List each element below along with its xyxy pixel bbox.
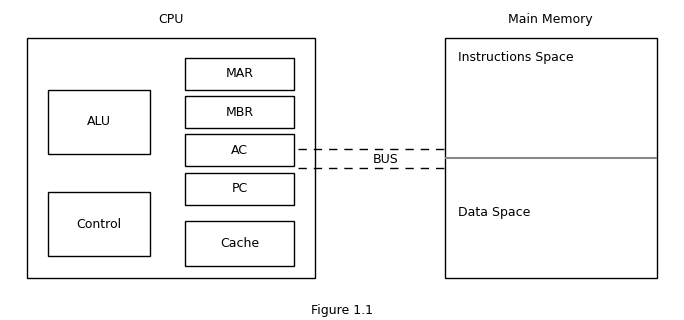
Text: Cache: Cache bbox=[220, 237, 259, 250]
Bar bbox=[27, 38, 315, 278]
Text: PC: PC bbox=[231, 182, 248, 195]
Bar bbox=[48, 192, 150, 256]
Text: AC: AC bbox=[231, 144, 248, 157]
Text: CPU: CPU bbox=[158, 12, 184, 26]
Text: MBR: MBR bbox=[225, 106, 254, 118]
Text: Instructions Space: Instructions Space bbox=[458, 51, 574, 64]
Text: MAR: MAR bbox=[226, 67, 253, 80]
Bar bbox=[185, 58, 294, 90]
Text: Data Space: Data Space bbox=[458, 206, 531, 219]
Bar bbox=[185, 96, 294, 128]
Bar bbox=[445, 38, 657, 278]
Bar bbox=[185, 173, 294, 205]
Text: Figure 1.1: Figure 1.1 bbox=[311, 304, 373, 317]
Text: ALU: ALU bbox=[87, 115, 111, 128]
Bar bbox=[185, 221, 294, 266]
Text: Control: Control bbox=[77, 218, 122, 230]
Text: BUS: BUS bbox=[373, 153, 399, 165]
Bar bbox=[48, 90, 150, 154]
Bar bbox=[185, 134, 294, 166]
Text: Main Memory: Main Memory bbox=[508, 12, 593, 26]
